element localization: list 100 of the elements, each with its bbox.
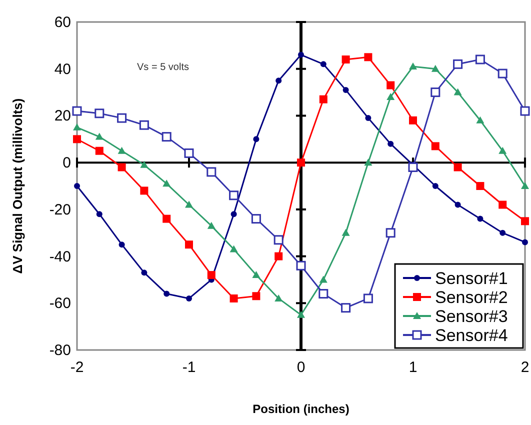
point — [207, 222, 216, 229]
x-tick-label: 1 — [408, 359, 418, 376]
point — [297, 158, 305, 167]
point — [318, 289, 328, 299]
point — [498, 68, 508, 78]
point — [320, 61, 326, 68]
y-tick-label: 60 — [54, 14, 71, 31]
point — [206, 167, 216, 177]
legend-label: Sensor#3 — [435, 307, 508, 326]
point — [253, 136, 260, 142]
point — [454, 202, 461, 208]
point — [319, 95, 328, 104]
point — [363, 294, 373, 304]
point — [118, 163, 126, 172]
point — [454, 163, 462, 172]
point — [95, 132, 104, 140]
point — [342, 55, 350, 64]
y-tick-label: -60 — [49, 295, 71, 312]
point — [409, 62, 417, 70]
point — [386, 81, 395, 90]
y-tick-label: 20 — [54, 108, 71, 125]
point — [522, 239, 528, 246]
legend-label: Sensor#2 — [435, 288, 508, 307]
point — [430, 88, 440, 98]
point — [319, 276, 328, 283]
point — [72, 106, 82, 116]
point — [364, 158, 372, 166]
point — [141, 270, 148, 276]
legend-label: Sensor#1 — [435, 269, 508, 288]
point — [342, 86, 349, 93]
point — [207, 271, 216, 280]
point — [162, 132, 172, 142]
point — [431, 64, 440, 72]
point — [475, 54, 485, 64]
y-tick-label: -40 — [49, 248, 71, 266]
point — [96, 211, 102, 218]
point — [298, 52, 304, 58]
point — [432, 183, 438, 189]
point — [164, 290, 170, 297]
x-tick-label: -1 — [182, 359, 196, 376]
point — [252, 292, 260, 300]
point — [521, 217, 529, 226]
point — [500, 230, 506, 236]
point — [364, 53, 372, 62]
point — [118, 242, 125, 248]
point — [140, 186, 148, 195]
point — [185, 240, 193, 249]
point — [498, 200, 507, 209]
point — [94, 108, 104, 118]
point — [162, 214, 171, 223]
x-tick-label: 0 — [296, 359, 306, 376]
point — [409, 116, 417, 124]
x-axis-title: Position (inches) — [252, 402, 350, 416]
point — [274, 294, 283, 302]
y-tick-label: 40 — [54, 60, 71, 78]
point — [476, 182, 484, 190]
point — [184, 148, 194, 158]
point — [477, 216, 484, 222]
point — [408, 162, 418, 172]
point — [386, 92, 395, 100]
point — [252, 271, 260, 278]
point — [95, 146, 104, 155]
point — [342, 228, 350, 236]
point — [185, 200, 193, 208]
point — [118, 146, 126, 154]
point — [251, 214, 261, 224]
legend-label: Sensor#4 — [435, 326, 508, 345]
point — [274, 252, 283, 260]
point — [274, 235, 284, 245]
point — [365, 115, 372, 122]
point — [117, 113, 127, 123]
point — [73, 135, 81, 144]
point — [454, 88, 462, 96]
point — [229, 190, 239, 200]
y-tick-label: -20 — [49, 201, 71, 218]
point — [498, 146, 507, 154]
point — [74, 183, 80, 189]
point — [341, 303, 351, 313]
x-tick-label: 2 — [520, 359, 530, 376]
y-axis-title: ΔV Signal Output (millivolts) — [10, 98, 25, 274]
point — [73, 123, 81, 130]
point — [186, 295, 192, 302]
point — [476, 116, 484, 124]
point — [139, 120, 149, 130]
point — [297, 310, 305, 318]
point — [276, 78, 282, 84]
point — [453, 59, 463, 69]
point — [386, 228, 396, 238]
point — [230, 245, 238, 252]
y-tick-label: 0 — [62, 154, 71, 172]
x-tick-label: -2 — [70, 359, 84, 376]
y-tick-label: -80 — [49, 342, 71, 359]
point — [230, 294, 238, 302]
point — [388, 140, 394, 147]
point — [140, 160, 148, 168]
point — [521, 182, 529, 189]
annotation: Vs = 5 volts — [137, 62, 189, 73]
point — [230, 211, 237, 218]
point — [296, 260, 306, 270]
point — [162, 180, 171, 187]
